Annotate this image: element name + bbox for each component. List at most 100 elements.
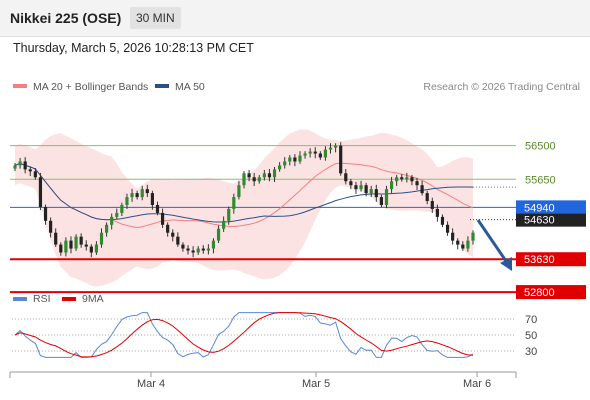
candle-body: [293, 157, 297, 162]
candle-body: [415, 181, 419, 186]
candle-body: [339, 145, 343, 174]
resistance-label-55650: 55650: [525, 174, 556, 186]
rsi-tick-30: 30: [525, 346, 537, 358]
candle-body: [176, 236, 180, 245]
candle-body: [145, 189, 149, 194]
rsi-panel: 70 50 30: [12, 312, 537, 358]
legend: MA 20 + Bollinger Bands MA 50 Research ©…: [13, 81, 580, 93]
candle-body: [257, 177, 261, 182]
candle-body: [125, 197, 129, 205]
candle-body: [211, 240, 216, 249]
candle-body: [410, 177, 414, 182]
candle-body: [43, 206, 48, 221]
support-label-box-52800: [516, 285, 586, 300]
candle-body: [171, 232, 175, 237]
candle-body: [155, 205, 160, 213]
ma50-legend-swatch: [155, 84, 169, 88]
candle-body: [313, 151, 317, 154]
candles: [13, 142, 475, 258]
candle-body: [440, 216, 445, 225]
candle-body: [33, 171, 37, 178]
candle-body: [120, 205, 124, 213]
timeframe-badge[interactable]: 30 MIN: [130, 7, 181, 29]
candle-body: [425, 193, 429, 202]
moving-averages: [14, 162, 516, 229]
candle-body: [318, 153, 322, 158]
candle-body: [49, 220, 53, 233]
candle-body: [23, 161, 27, 170]
x-tick-label-1: Mar 5: [302, 378, 330, 390]
candle-body: [59, 244, 63, 253]
ma50-line: [14, 162, 474, 223]
candle-body: [420, 185, 424, 194]
support-label-53630: 53630: [524, 254, 555, 266]
candle-body: [456, 240, 460, 245]
projection-arrow-head: [500, 257, 512, 271]
candle-body: [308, 151, 312, 154]
support-label-52800: 52800: [524, 287, 555, 299]
candle-body: [110, 216, 114, 225]
candle-body: [395, 177, 399, 182]
candle-body: [405, 177, 409, 180]
candle-body: [252, 177, 256, 182]
candle-body: [400, 177, 404, 180]
research-credit: Research © 2026 Trading Central: [423, 81, 580, 93]
candle-body: [206, 248, 210, 251]
candle-body: [298, 155, 302, 162]
rsi-legend-label: RSI: [33, 293, 51, 305]
candle-body: [247, 173, 251, 178]
candle-body: [99, 232, 104, 245]
candle-body: [232, 197, 236, 209]
candle-body: [13, 165, 17, 169]
candle-body: [451, 232, 455, 241]
candle-body: [461, 244, 465, 249]
candle-body: [196, 248, 200, 253]
candle-body: [364, 185, 368, 194]
candle-body: [130, 193, 134, 198]
ma9-legend-swatch: [62, 297, 76, 301]
candle-body: [64, 240, 68, 253]
last-price-label: 54630: [524, 215, 555, 227]
x-tick-label-0: Mar 4: [137, 378, 165, 390]
ma50-legend-label: MA 50: [175, 81, 205, 93]
projection-arrow: [476, 219, 512, 271]
candle-body: [242, 173, 246, 186]
candle-body: [135, 193, 139, 198]
rsi-tick-50: 50: [525, 330, 537, 342]
candle-body: [278, 165, 282, 170]
ma20-legend-swatch: [13, 84, 27, 88]
x-tick-label-2: Mar 6: [463, 378, 491, 390]
candle-body: [435, 208, 439, 217]
candle-body: [323, 149, 328, 158]
chart-datetime: Thursday, March 5, 2026 10:28:13 PM CET: [13, 41, 254, 55]
candle-body: [150, 193, 154, 205]
projection-arrow-line: [476, 219, 510, 265]
instrument-title: Nikkei 225 (OSE): [10, 10, 122, 26]
candle-body: [466, 240, 470, 249]
rsi-legend-swatch: [13, 297, 27, 301]
candle-body: [349, 181, 353, 186]
candle-body: [369, 189, 373, 194]
bollinger-band: [15, 129, 473, 287]
candle-body: [384, 189, 389, 205]
candle-body: [186, 248, 190, 251]
candle-body: [445, 224, 450, 233]
candle-body: [84, 244, 88, 247]
candle-body: [334, 145, 338, 148]
last-price-box: [516, 213, 586, 227]
rsi-ma9-line: [14, 312, 474, 358]
candle-body: [105, 224, 109, 233]
candle-body: [201, 248, 205, 251]
rsi-legend: RSI 9MA: [13, 293, 104, 305]
candle-body: [18, 161, 22, 166]
candle-body: [191, 250, 195, 253]
candle-body: [216, 228, 221, 241]
pivot-label-box: [516, 200, 586, 215]
candle-body: [28, 169, 32, 172]
candle-body: [94, 244, 99, 253]
chart-header: Nikkei 225 (OSE) 30 MIN: [0, 0, 590, 37]
candle-body: [283, 161, 287, 166]
candle-body: [74, 236, 78, 249]
resistance-label-56500: 56500: [525, 141, 556, 153]
